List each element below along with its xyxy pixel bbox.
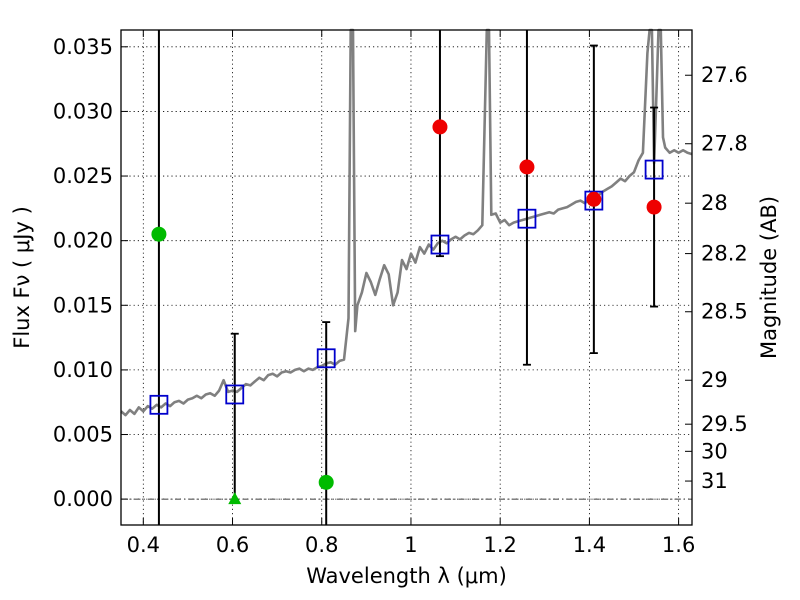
y2-tick-label: 29.5	[701, 412, 748, 436]
errorbars	[157, 30, 659, 525]
red-point	[432, 119, 448, 135]
y-tick-label: 0.015	[53, 293, 113, 317]
x-axis-title: Wavelength λ (μm)	[306, 564, 507, 588]
y2-axis-title: Magnitude (AB)	[757, 196, 781, 359]
green-upper-limit-triangle	[228, 492, 242, 505]
y2-tick-label: 28	[701, 191, 728, 215]
model-box	[316, 348, 336, 369]
spectrum	[120, 28, 693, 417]
y2-tick-label: 28.2	[701, 242, 748, 266]
x-tick-label: 1.2	[483, 533, 516, 557]
y-axis-title: Flux Fν ( μJy )	[10, 206, 34, 349]
y-tick-label: 0.035	[53, 35, 113, 59]
plot-frame	[120, 29, 693, 526]
y-tick-labels: 0.000 0.005 0.010 0.015 0.020 0.025 0.030 0.035	[53, 35, 113, 511]
spectrum-line	[120, 28, 693, 417]
red-point	[519, 159, 535, 175]
green-point	[318, 474, 334, 490]
model-box	[430, 234, 450, 255]
y2-tick-label: 28.5	[701, 300, 748, 324]
y2-tick-label: 30	[701, 439, 728, 463]
x-tick-label: 1.4	[573, 533, 606, 557]
x-tick-label: 1.6	[662, 533, 695, 557]
model-boxes	[149, 159, 664, 415]
x-tick-labels: 0.4 0.6 0.8 1 1.2 1.4 1.6	[127, 533, 696, 557]
y2-tick-label: 29	[701, 368, 728, 392]
model-box	[225, 384, 245, 405]
y-tick-label: 0.000	[53, 487, 113, 511]
data-points	[151, 119, 662, 505]
model-box	[644, 159, 664, 180]
y-tick-label: 0.010	[53, 358, 113, 382]
y-tick-label: 0.025	[53, 164, 113, 188]
model-box	[584, 190, 604, 211]
grid	[121, 30, 692, 525]
y2-tick-labels: 27.6 27.8 28 28.2 28.5 29 29.5 30 31	[701, 63, 748, 493]
model-box	[149, 394, 169, 415]
red-point	[646, 199, 662, 215]
y2-tick-label: 27.8	[701, 132, 748, 156]
y-tick-label: 0.030	[53, 99, 113, 123]
y-tick-label: 0.005	[53, 423, 113, 447]
x-tick-label: 0.4	[127, 533, 160, 557]
y2-tick-label: 31	[701, 469, 728, 493]
x-tick-label: 0.6	[216, 533, 249, 557]
y2-tick-label: 27.6	[701, 63, 748, 87]
red-point	[586, 191, 602, 207]
model-box	[517, 208, 537, 229]
x-tick-label: 0.8	[305, 533, 338, 557]
green-point	[151, 226, 167, 242]
y-tick-label: 0.020	[53, 229, 113, 253]
x-tick-label: 1	[404, 533, 417, 557]
ticks	[121, 30, 692, 525]
